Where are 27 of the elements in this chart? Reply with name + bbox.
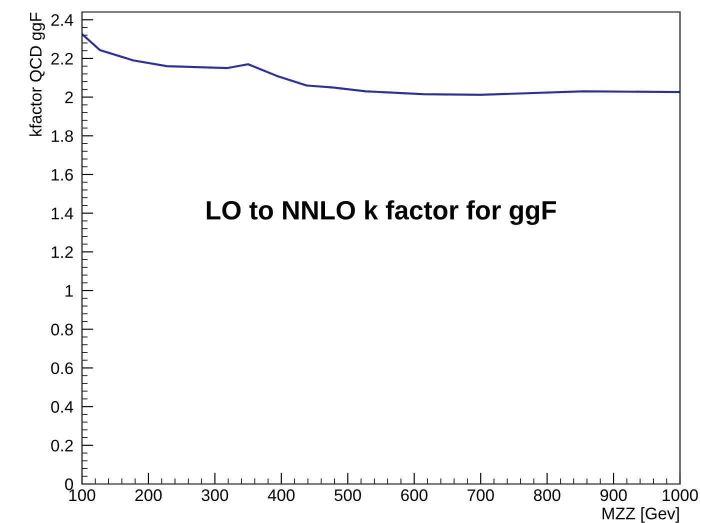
x-tick-label: 700 (468, 489, 494, 502)
y-tick-label: 1.6 (52, 168, 73, 181)
y-tick-label: 2.4 (51, 14, 74, 26)
x-tick-label: 100 (69, 489, 96, 502)
line-series (82, 33, 680, 96)
x-axis-title: MZZ [Gev] (602, 507, 679, 523)
y-tick-label: 1 (66, 285, 73, 297)
y-axis-title: kfactor QCD ggF (29, 12, 45, 136)
annotation: LO to NNLO k factor for ggF (206, 200, 556, 225)
x-tick-label: 900 (600, 489, 627, 502)
y-tick-label: 1.2 (52, 246, 73, 258)
y-tick-label: 0.6 (51, 362, 73, 374)
y-tick-label: 1.4 (52, 208, 74, 220)
y-tick-label: 0 (65, 478, 74, 490)
x-tick-label: 600 (401, 489, 428, 502)
y-tick-label: 2 (65, 92, 73, 104)
y-tick-label: 1.8 (52, 130, 73, 142)
y-tick-label: 0.2 (51, 440, 73, 452)
y-tick-label: 0.8 (51, 324, 73, 336)
y-tick-label: 0.4 (51, 401, 74, 413)
x-tick-label: 800 (534, 489, 560, 502)
x-tick-label: 200 (135, 489, 162, 502)
y-tick-label: 2.2 (51, 52, 73, 64)
x-tick-label: 300 (202, 489, 228, 502)
x-tick-label: 400 (268, 489, 295, 502)
x-tick-label: 500 (334, 489, 362, 502)
x-tick-label: 1000 (662, 489, 698, 502)
